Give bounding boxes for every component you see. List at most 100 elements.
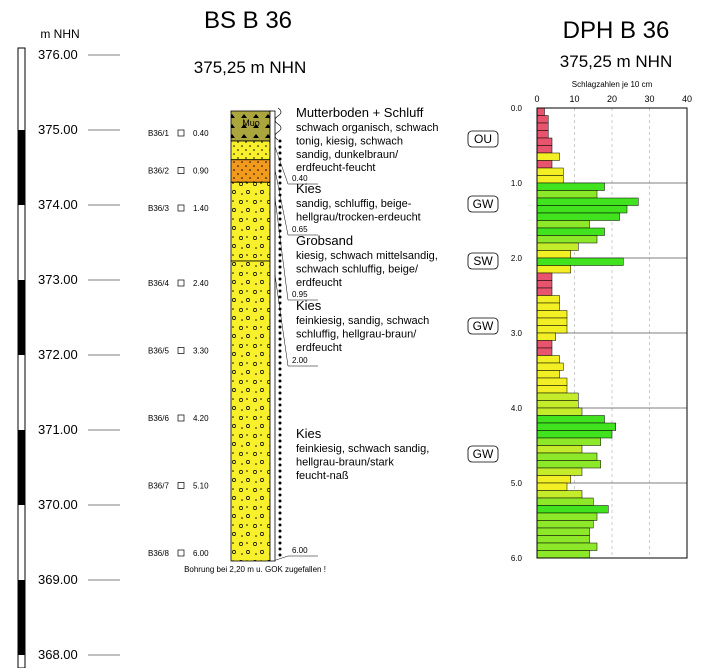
sample-name: B36/5 [148,347,169,356]
y-tick-label: 2.0 [511,254,523,263]
scale-segment [18,580,25,655]
page: BS B 36 375,25 m NHN m NHN Bohrung bei 2… [0,0,707,668]
y-tick-label: 5.0 [511,479,523,488]
soil-hatch [231,160,270,183]
dph-subtitle: 375,25 m NHN [560,52,672,71]
bar [537,461,601,469]
bar [537,251,571,259]
soil-hatch [231,182,270,261]
bar [537,536,590,544]
sample-name: B36/6 [148,414,169,423]
bar [537,228,605,236]
bar [537,513,597,521]
bar [537,378,567,386]
bar [537,438,601,446]
bar [537,131,548,139]
x-tick-label: 40 [682,94,692,104]
y-tick-label: 3.0 [511,329,523,338]
sample-name: B36/8 [148,549,169,558]
y-tick-label: 6.0 [511,554,523,563]
bar [537,386,567,394]
bar [537,348,552,356]
layer-name: Kies [296,298,322,313]
soil-group: OU [474,132,492,146]
layer-description: erdfeucht-feucht [296,162,376,174]
bar [537,146,552,154]
bar [537,266,571,274]
bar [537,176,563,184]
bar [537,153,560,161]
scale-label: 372.00 [38,347,78,362]
layer-description: sandig, dunkelbraun/ [296,149,399,161]
column-strip [270,111,275,561]
layer-name: Mutterboden + Schluff [296,105,424,120]
x-tick-label: 20 [607,94,617,104]
scale-unit: m NHN [40,27,79,41]
scale-label: 374.00 [38,197,78,212]
bar [537,123,548,131]
layer-name: Kies [296,426,322,441]
scale-label: 373.00 [38,272,78,287]
bar [537,296,560,304]
bar [537,401,578,409]
bar [537,326,567,334]
sample-box [178,483,184,489]
bar [537,371,560,379]
x-tick-label: 10 [569,94,579,104]
borehole-title: BS B 36 [204,7,292,34]
bar [537,281,552,289]
layer-description: feinkiesig, sandig, schwach [296,315,429,327]
bar [537,288,552,296]
soil-hatch [231,141,270,160]
bar [537,506,608,514]
note: Bohrung bei 2,20 m u. GOK zugefallen ! [184,565,326,574]
sample-box [178,168,184,174]
bar [537,528,590,536]
scale-segment [18,280,25,355]
bar [537,341,552,349]
scale-label: 369.00 [38,572,78,587]
sample-name: B36/4 [148,279,169,288]
bar [537,476,571,484]
sample-box [178,415,184,421]
bar [537,168,563,176]
bar [537,446,582,454]
sample-depth: 6.00 [193,549,209,558]
column-label: Muo [242,118,260,128]
dph-xlabel: Schlagzahlen je 10 cm [572,80,653,89]
bar [537,356,560,364]
layer-description: schluffig, hellgrau-braun/ [296,328,417,340]
bar [537,498,593,506]
scale-label: 376.00 [38,47,78,62]
sample-depth: 1.40 [193,204,209,213]
bar [537,213,620,221]
x-tick-label: 0 [534,94,539,104]
sample-box [178,280,184,286]
sample-box [178,550,184,556]
x-tick-label: 30 [644,94,654,104]
borehole-elevation: 375,25 m NHN [194,58,306,77]
sample-name: B36/1 [148,129,169,138]
bar [537,183,605,191]
brace [275,108,281,140]
scale-label: 370.00 [38,497,78,512]
bar [537,416,605,424]
bar [537,243,578,251]
layer-name: Kies [296,181,322,196]
bar [537,491,582,499]
sample-depth: 0.90 [193,167,209,176]
sample-depth: 2.40 [193,279,209,288]
bar [537,423,616,431]
layer-description: erdfeucht [296,277,342,289]
sample-depth: 0.40 [193,129,209,138]
y-tick-label: 4.0 [511,404,523,413]
sample-depth: 3.30 [193,347,209,356]
sample-depth: 5.10 [193,482,209,491]
sample-box [178,205,184,211]
bar [537,161,552,169]
scale-label: 368.00 [38,647,78,662]
sample-depth: 4.20 [193,414,209,423]
soil-hatch [231,261,270,561]
bar [537,551,590,559]
bar [537,468,582,476]
